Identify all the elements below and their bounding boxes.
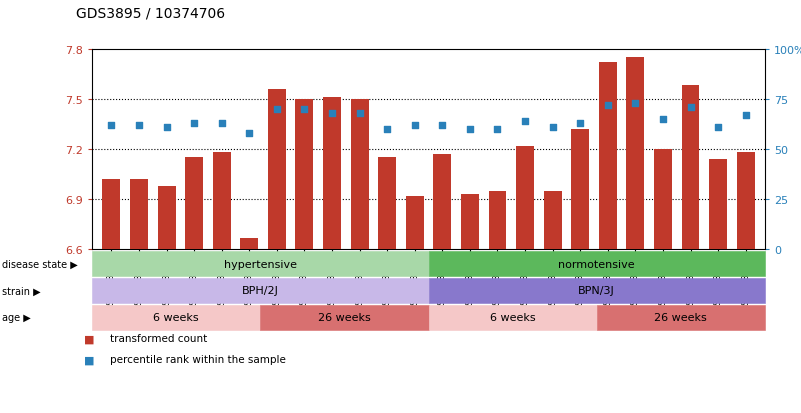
Bar [709,160,727,250]
Point [574,120,586,127]
Text: 26 weeks: 26 weeks [318,313,371,323]
Bar [682,86,699,250]
Point [436,122,449,129]
Bar [433,155,451,250]
Bar [544,192,562,250]
Text: ■: ■ [84,334,95,344]
Bar [737,153,755,250]
Bar [599,63,617,250]
Bar [323,98,341,250]
Text: 26 weeks: 26 weeks [654,313,707,323]
Text: 6 weeks: 6 weeks [154,313,199,323]
Point [271,107,284,113]
Point [353,110,366,117]
Point [187,120,200,127]
Text: age ▶: age ▶ [2,313,30,323]
Bar [268,90,286,250]
Text: percentile rank within the sample: percentile rank within the sample [110,354,286,364]
Text: ■: ■ [84,354,95,364]
Point [326,110,339,117]
Bar [654,150,672,250]
Point [602,102,614,109]
Point [711,124,724,131]
Bar [103,180,120,250]
Point [491,126,504,133]
Text: hypertensive: hypertensive [223,259,297,269]
Bar [296,100,313,250]
Bar [213,153,231,250]
Text: strain ▶: strain ▶ [2,286,40,296]
Text: BPN/3J: BPN/3J [578,286,615,296]
Point [409,122,421,129]
Bar [461,195,479,250]
Point [160,124,173,131]
Point [657,116,670,123]
Point [298,107,311,113]
Text: transformed count: transformed count [110,334,207,344]
Bar [626,58,644,250]
Text: GDS3895 / 10374706: GDS3895 / 10374706 [76,6,225,20]
Bar [351,100,368,250]
Bar [158,186,175,250]
Bar [240,238,258,250]
Point [105,122,118,129]
Point [464,126,477,133]
Text: BPH/2J: BPH/2J [242,286,279,296]
Point [739,112,752,119]
Point [215,120,228,127]
Bar [406,197,424,250]
Point [684,104,697,111]
Point [518,119,531,125]
Point [380,126,393,133]
Bar [516,146,534,250]
Bar [130,180,148,250]
Point [243,131,256,137]
Bar [185,158,203,250]
Bar [378,158,396,250]
Text: normotensive: normotensive [558,259,635,269]
Bar [571,130,590,250]
Bar [489,192,506,250]
Text: disease state ▶: disease state ▶ [2,259,78,269]
Point [133,122,146,129]
Text: 6 weeks: 6 weeks [490,313,535,323]
Point [629,100,642,107]
Point [546,124,559,131]
